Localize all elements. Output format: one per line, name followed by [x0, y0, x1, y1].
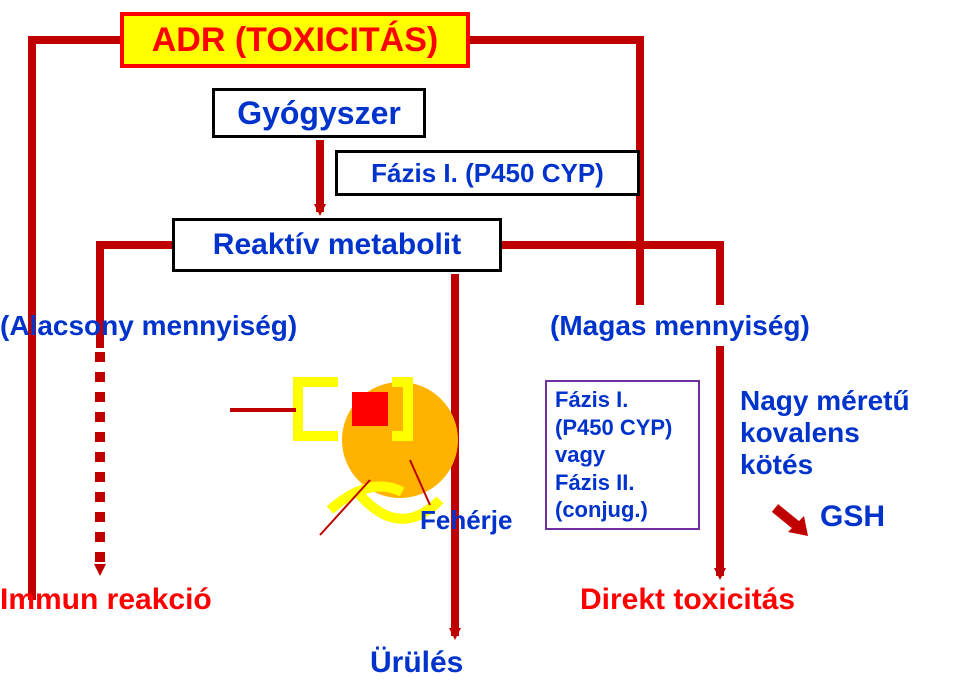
- gyogyszer-box: Gyógyszer: [212, 88, 426, 138]
- fazis-right-l1: (P450 CYP): [555, 414, 672, 442]
- adduct-red-square: [352, 392, 388, 426]
- nagy-l0: Nagy méretű: [740, 385, 910, 417]
- fazis-top-box: Fázis I. (P450 CYP): [335, 150, 640, 196]
- arrow-metabolite-right: [502, 245, 720, 305]
- label-immun: Immun reakció: [0, 583, 212, 617]
- reaktiv-box: Reaktív metabolit: [172, 218, 502, 272]
- label-alacsony: (Alacsony mennyiség): [0, 310, 297, 342]
- fazis-right-box: Fázis I. (P450 CYP) vagy Fázis II. (conj…: [545, 380, 700, 530]
- title-text: ADR (TOXICITÁS): [152, 21, 438, 60]
- nagy-l1: kovalens: [740, 417, 910, 449]
- fazis-right-l2: vagy: [555, 441, 605, 469]
- title-box: ADR (TOXICITÁS): [120, 12, 470, 68]
- fazis-right-l4: (conjug.): [555, 496, 648, 524]
- pointer-feherje-1: [320, 480, 370, 535]
- adduct-circle: [342, 382, 458, 498]
- label-nagy-meretu: Nagy méretű kovalens kötés: [740, 385, 910, 482]
- fazis-right-l3: Fázis II.: [555, 469, 634, 497]
- reaktiv-text: Reaktív metabolit: [213, 228, 461, 262]
- gyogyszer-text: Gyógyszer: [237, 95, 401, 132]
- label-magas: (Magas mennyiség): [550, 310, 810, 342]
- fazis-right-l0: Fázis I.: [555, 386, 628, 414]
- bracket-left: [298, 382, 338, 436]
- nagy-l2: kötés: [740, 449, 910, 481]
- yellow-tail: [330, 486, 402, 510]
- pointer-feherje-2: [410, 460, 430, 505]
- diagram-root: { "canvas": { "width": 960, "height": 69…: [0, 0, 960, 694]
- label-direkt: Direkt toxicitás: [580, 583, 795, 617]
- fazis-top-text: Fázis I. (P450 CYP): [371, 158, 604, 189]
- bracket-right: [392, 382, 408, 436]
- label-urules: Ürülés: [370, 646, 463, 680]
- gsh-arrow-icon: [775, 508, 808, 536]
- label-feherje: Fehérje: [420, 505, 513, 536]
- label-gsh: GSH: [820, 500, 885, 534]
